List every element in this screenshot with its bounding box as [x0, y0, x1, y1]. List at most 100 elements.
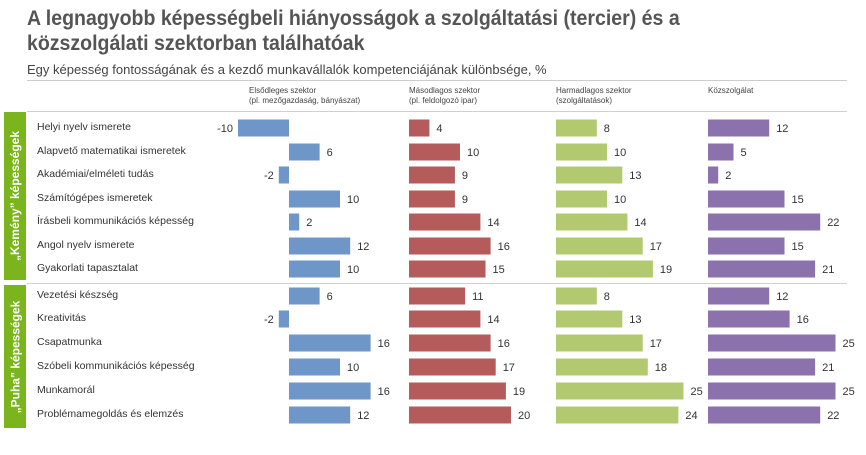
bar-series-3-row-4	[708, 213, 821, 231]
bar-series-1-row-11	[409, 382, 506, 400]
bar-series-2-row-2	[556, 166, 623, 184]
data-label-series-1-row-3: 9	[462, 194, 468, 206]
row-label: Írásbeli kommunikációs képesség	[37, 215, 194, 227]
data-label-series-1-row-0: 4	[436, 123, 442, 135]
data-label-series-3-row-10: 21	[822, 362, 834, 374]
data-label-series-2-row-7: 8	[604, 291, 610, 303]
data-label-series-0-row-3: 10	[347, 194, 359, 206]
column-header-tertiary: Harmadlagos szektor (szolgáltatások)	[556, 86, 632, 105]
row-label: Helyi nyelv ismerete	[37, 121, 131, 133]
row-label: Vezetési készség	[37, 289, 119, 301]
data-label-series-2-row-3: 10	[614, 194, 626, 206]
data-label-series-2-row-8: 13	[629, 314, 641, 326]
bar-series-0-row-10	[289, 358, 340, 376]
row-label: Munkamorál	[37, 384, 95, 396]
bar-series-0-row-5	[289, 237, 351, 255]
data-label-series-1-row-8: 14	[487, 314, 499, 326]
data-label-series-0-row-0: -10	[217, 123, 233, 135]
bar-series-3-row-1	[708, 143, 734, 161]
bar-series-1-row-4	[409, 213, 481, 231]
data-label-series-0-row-5: 12	[357, 241, 369, 253]
bar-series-3-row-5	[708, 237, 785, 255]
header-rule	[27, 80, 847, 81]
bar-series-2-row-10	[556, 358, 648, 376]
column-header-public: Közszolgálat	[708, 86, 754, 95]
header-divider	[27, 111, 847, 112]
bar-series-3-row-0	[708, 119, 770, 137]
data-label-series-2-row-0: 8	[604, 123, 610, 135]
bar-series-2-row-0	[556, 119, 597, 137]
data-label-series-2-row-2: 13	[629, 170, 641, 182]
data-label-series-0-row-8: -2	[264, 314, 274, 326]
data-label-series-1-row-2: 9	[462, 170, 468, 182]
group-tab-soft	[4, 285, 26, 428]
chart-subtitle: Egy képesség fontosságának és a kezdő mu…	[27, 62, 547, 77]
bar-series-0-row-2	[278, 166, 289, 184]
row-label: Kreativitás	[37, 312, 87, 324]
bar-series-1-row-8	[409, 310, 481, 328]
bar-series-2-row-4	[556, 213, 628, 231]
data-label-series-3-row-7: 12	[776, 291, 788, 303]
data-label-series-2-row-12: 24	[685, 410, 697, 422]
row-label: Angol nyelv ismerete	[37, 239, 135, 251]
data-label-series-1-row-12: 20	[518, 410, 530, 422]
data-label-series-2-row-10: 18	[655, 362, 667, 374]
data-label-series-2-row-11: 25	[691, 386, 703, 398]
bar-series-0-row-4	[289, 213, 300, 231]
data-label-series-3-row-6: 21	[822, 264, 834, 276]
bar-series-3-row-3	[708, 190, 785, 208]
data-label-series-1-row-1: 10	[467, 147, 479, 159]
bar-series-2-row-3	[556, 190, 607, 208]
bar-series-3-row-2	[708, 166, 719, 184]
bar-series-1-row-7	[409, 287, 466, 305]
data-label-series-1-row-11: 19	[513, 386, 525, 398]
bar-series-1-row-1	[409, 143, 460, 161]
bar-series-0-row-12	[289, 406, 351, 424]
bar-series-1-row-5	[409, 237, 491, 255]
data-label-series-3-row-11: 25	[843, 386, 855, 398]
data-label-series-0-row-2: -2	[264, 170, 274, 182]
data-label-series-0-row-7: 6	[327, 291, 333, 303]
data-label-series-1-row-6: 15	[493, 264, 505, 276]
data-label-series-3-row-3: 15	[792, 194, 804, 206]
data-label-series-3-row-9: 25	[843, 338, 855, 350]
data-label-series-3-row-0: 12	[776, 123, 788, 135]
bar-series-2-row-7	[556, 287, 597, 305]
data-label-series-1-row-10: 17	[503, 362, 515, 374]
column-header-primary: Elsődleges szektor (pl. mezőgazdaság, bán…	[249, 86, 361, 105]
bar-series-1-row-3	[409, 190, 455, 208]
row-label: Szóbeli kommunikációs képesség	[37, 360, 195, 372]
data-label-series-3-row-1: 5	[741, 147, 747, 159]
data-label-series-3-row-5: 15	[792, 241, 804, 253]
bar-series-3-row-11	[708, 382, 836, 400]
bar-series-3-row-10	[708, 358, 816, 376]
group-divider	[27, 283, 847, 284]
data-label-series-3-row-2: 2	[725, 170, 731, 182]
column-header-secondary: Másodlagos szektor (pl. feldolgozó ipar)	[409, 86, 481, 105]
data-label-series-3-row-4: 22	[827, 217, 839, 229]
data-label-series-2-row-9: 17	[650, 338, 662, 350]
data-label-series-1-row-9: 16	[498, 338, 510, 350]
bar-series-0-row-8	[278, 310, 289, 328]
data-label-series-2-row-6: 19	[660, 264, 672, 276]
group-tab-hard	[4, 112, 26, 280]
bar-series-3-row-9	[708, 334, 836, 352]
bar-series-0-row-6	[289, 260, 340, 278]
bar-series-2-row-9	[556, 334, 643, 352]
bar-series-2-row-12	[556, 406, 679, 424]
bar-series-1-row-12	[409, 406, 511, 424]
data-label-series-1-row-5: 16	[498, 241, 510, 253]
row-label: Akadémiai/elméleti tudás	[37, 168, 154, 180]
data-label-series-0-row-6: 10	[347, 264, 359, 276]
bar-series-0-row-9	[289, 334, 371, 352]
data-label-series-2-row-4: 14	[634, 217, 646, 229]
data-label-series-0-row-4: 2	[306, 217, 312, 229]
data-label-series-1-row-7: 11	[472, 291, 483, 303]
bar-series-1-row-9	[409, 334, 491, 352]
data-label-series-3-row-8: 16	[797, 314, 809, 326]
row-label: Gyakorlati tapasztalat	[37, 262, 138, 274]
data-label-series-0-row-11: 16	[378, 386, 390, 398]
data-label-series-3-row-12: 22	[827, 410, 839, 422]
bar-series-2-row-1	[556, 143, 607, 161]
